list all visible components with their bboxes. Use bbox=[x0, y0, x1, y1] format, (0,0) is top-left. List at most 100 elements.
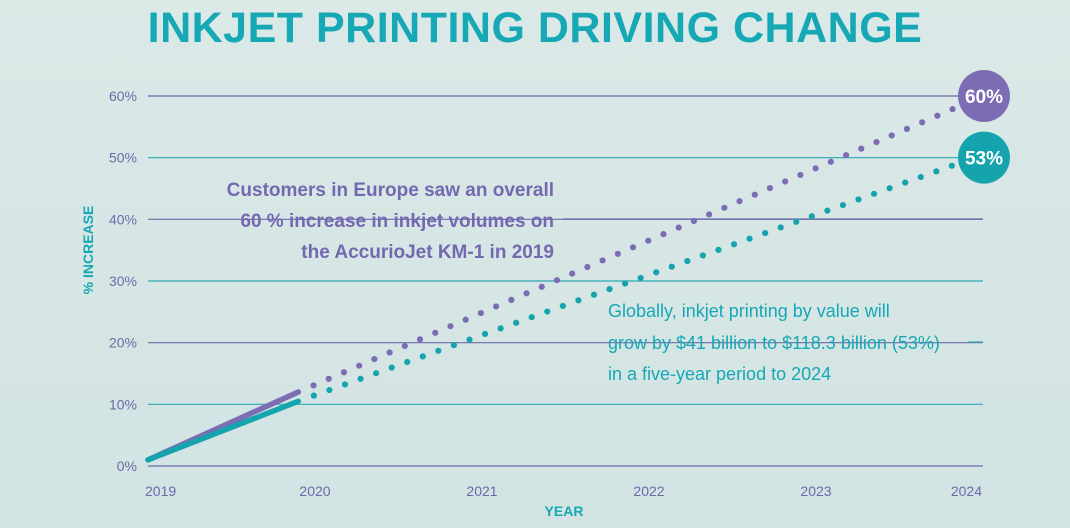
global-projection-dot bbox=[621, 280, 629, 287]
y-tick-label: 30% bbox=[109, 273, 137, 289]
global-projection-dot bbox=[730, 241, 738, 248]
europe-projection-dot bbox=[401, 342, 408, 350]
europe-projection-dot bbox=[888, 132, 895, 139]
global-projection-dot bbox=[404, 358, 411, 366]
europe-projection-dot bbox=[553, 277, 561, 284]
global-projection-dot bbox=[388, 364, 395, 371]
x-axis-ticks: 2019 2020 2021 2022 2023 2024 bbox=[145, 483, 982, 499]
global-projection-dot bbox=[528, 314, 535, 321]
y-tick-label: 50% bbox=[109, 150, 137, 166]
europe-projection-dot bbox=[432, 329, 439, 336]
x-tick-label: 2023 bbox=[800, 483, 831, 499]
europe-projection-dot bbox=[660, 231, 667, 238]
global-projection-dot bbox=[762, 229, 769, 237]
europe-projection-dot bbox=[706, 211, 713, 218]
europe-projection-dot bbox=[386, 349, 393, 356]
europe-projection-dot bbox=[310, 382, 317, 389]
global-projection-dot bbox=[513, 319, 520, 326]
end-badges: 60% 53% bbox=[958, 70, 1010, 184]
europe-projection-dot bbox=[751, 191, 758, 198]
global-end-badge bbox=[958, 131, 1010, 184]
global-projection-dot bbox=[373, 370, 380, 377]
y-axis-title: % INCREASE bbox=[80, 206, 96, 295]
europe-annotation: Customers in Europe saw an overall 60 % … bbox=[227, 180, 554, 263]
europe-projection-dot bbox=[629, 244, 637, 251]
global-projection-dot bbox=[637, 274, 644, 282]
europe-projection-dot bbox=[903, 125, 911, 132]
x-tick-label: 2022 bbox=[633, 483, 664, 499]
europe-end-badge bbox=[958, 70, 1010, 122]
global-annotation-line-1: Globally, inkjet printing by value will bbox=[608, 301, 890, 321]
global-projection-dot bbox=[497, 325, 504, 332]
global-projection-dot bbox=[326, 386, 333, 394]
europe-annotation-line-2: 60 % increase in inkjet volumes on bbox=[240, 211, 554, 232]
europe-projection-dot bbox=[447, 323, 454, 330]
europe-projection-dot bbox=[356, 362, 363, 369]
europe-projection-dot bbox=[842, 152, 850, 159]
europe-projection-dot bbox=[569, 270, 576, 277]
global-projection-dot bbox=[902, 179, 909, 186]
global-projection-dot bbox=[793, 218, 800, 225]
global-projection-dot bbox=[606, 286, 613, 293]
global-projection-dot bbox=[684, 257, 691, 265]
y-tick-label: 60% bbox=[109, 88, 137, 104]
y-tick-label: 10% bbox=[109, 396, 137, 412]
global-projection-dot bbox=[481, 330, 489, 338]
y-axis-ticks: 0% 10% 20% 30% 40% 50% 60% bbox=[109, 88, 137, 474]
europe-projection-dot bbox=[538, 283, 545, 290]
global-actual-line bbox=[145, 398, 302, 463]
global-projection-dot bbox=[824, 207, 831, 214]
europe-projection-dot bbox=[858, 145, 865, 152]
europe-end-label: 60% bbox=[965, 87, 1003, 108]
europe-projection-dot bbox=[949, 106, 956, 113]
global-projection-dot bbox=[653, 269, 660, 276]
x-tick-label: 2019 bbox=[145, 483, 176, 499]
chart-title: INKJET PRINTING DRIVING CHANGE bbox=[147, 4, 923, 52]
europe-projection-dot bbox=[645, 237, 652, 244]
europe-projection-dot bbox=[477, 309, 484, 317]
global-projection-dot bbox=[590, 291, 598, 298]
global-projection-dot bbox=[450, 342, 458, 349]
europe-projection-dot bbox=[493, 303, 500, 310]
x-tick-label: 2020 bbox=[299, 483, 330, 499]
global-projection-dot bbox=[357, 375, 364, 382]
global-annotation: Globally, inkjet printing by value will … bbox=[608, 301, 983, 384]
europe-projection-dot bbox=[766, 184, 774, 192]
europe-projection-dot bbox=[614, 250, 621, 257]
europe-projection-dot bbox=[827, 158, 834, 165]
global-projection-dot bbox=[310, 392, 317, 399]
europe-projection-dot bbox=[797, 171, 804, 179]
global-projection-dot bbox=[855, 196, 862, 203]
europe-projection-dot bbox=[584, 263, 591, 271]
global-projection-dot bbox=[808, 213, 815, 220]
global-projection-dot bbox=[341, 381, 349, 388]
global-projection-dot bbox=[777, 224, 784, 231]
global-projection-dot bbox=[419, 353, 426, 360]
europe-projection-dot bbox=[599, 257, 606, 264]
global-projection-dot bbox=[746, 235, 753, 242]
global-projection-dot bbox=[559, 302, 566, 310]
global-annotation-line-3: in a five-year period to 2024 bbox=[608, 364, 831, 384]
global-projection-dot bbox=[715, 246, 722, 253]
global-end-label: 53% bbox=[965, 149, 1003, 170]
europe-projection-dot bbox=[371, 356, 378, 363]
global-projection-dot bbox=[699, 252, 706, 259]
y-tick-label: 40% bbox=[109, 211, 137, 227]
global-projection-dot bbox=[466, 336, 473, 343]
europe-projection-dot bbox=[675, 224, 682, 231]
europe-projection-dot bbox=[736, 198, 743, 205]
europe-annotation-line-3: the AccurioJet KM-1 in 2019 bbox=[301, 242, 554, 263]
global-projection-dot bbox=[839, 201, 847, 209]
x-tick-label: 2021 bbox=[466, 483, 497, 499]
x-axis-title: YEAR bbox=[545, 503, 584, 519]
europe-projection-dot bbox=[782, 178, 789, 185]
global-projection-dot bbox=[668, 263, 675, 270]
europe-projection-dot bbox=[523, 290, 530, 297]
y-tick-label: 0% bbox=[117, 458, 137, 474]
global-projection-dot bbox=[948, 162, 955, 169]
global-projection-dot bbox=[870, 190, 878, 197]
europe-projection-dot bbox=[508, 296, 515, 304]
europe-projection-dot bbox=[462, 316, 469, 323]
europe-projection-dot bbox=[812, 165, 819, 172]
europe-projection-dot bbox=[325, 375, 332, 382]
